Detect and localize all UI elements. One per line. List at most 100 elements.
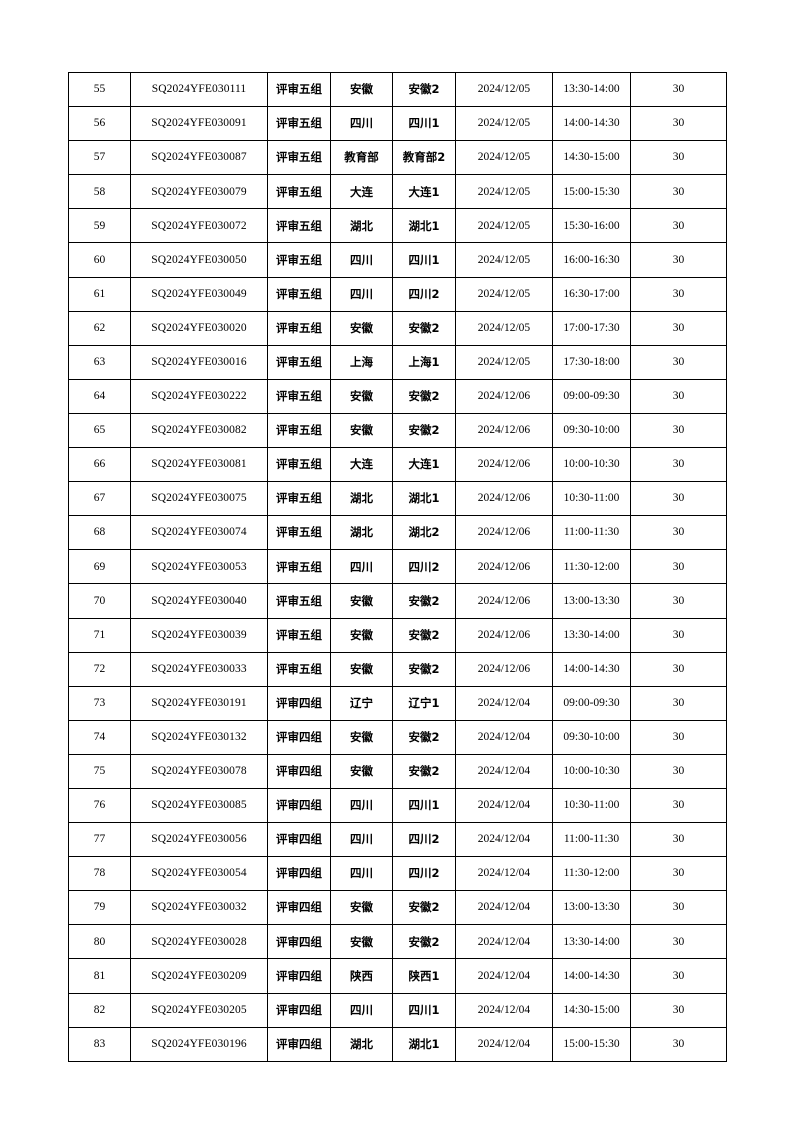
cell-time-slot: 13:00-13:30 xyxy=(552,583,631,619)
cell-review-group: 评审五组 xyxy=(267,583,331,619)
cell-sequence-number: 82 xyxy=(68,992,131,1028)
cell-time-slot: 17:30-18:00 xyxy=(552,344,631,380)
table-row[interactable]: 70 SQ2024YFE030040 评审五组 安徽 安徽2 2024/12/06 13:0… xyxy=(68,583,727,619)
table-row[interactable]: 67 SQ2024YFE030075 评审五组 湖北 湖北1 2024/12/06 10:3… xyxy=(68,481,727,517)
cell-review-group: 评审五组 xyxy=(267,174,331,210)
table-row[interactable]: 57 SQ2024YFE030087 评审五组 教育部 教育部2 2024/12/05 14… xyxy=(68,140,727,176)
cell-sequence-number: 79 xyxy=(68,890,131,926)
cell-date: 2024/12/04 xyxy=(455,822,553,858)
cell-project-code: SQ2024YFE030056 xyxy=(130,822,268,858)
cell-duration-minutes: 30 xyxy=(630,549,727,585)
table-row[interactable]: 62 SQ2024YFE030020 评审五组 安徽 安徽2 2024/12/05 17:0… xyxy=(68,310,727,346)
cell-date: 2024/12/06 xyxy=(455,583,553,619)
table-row[interactable]: 79 SQ2024YFE030032 评审四组 安徽 安徽2 2024/12/04 13:0… xyxy=(68,890,727,926)
table-row[interactable]: 64 SQ2024YFE030222 评审五组 安徽 安徽2 2024/12/06 09:0… xyxy=(68,378,727,414)
table-row[interactable]: 72 SQ2024YFE030033 评审五组 安徽 安徽2 2024/12/06 14:0… xyxy=(68,651,727,687)
table-row[interactable]: 71 SQ2024YFE030039 评审五组 安徽 安徽2 2024/12/06 13:3… xyxy=(68,617,727,653)
cell-time-slot: 16:00-16:30 xyxy=(552,242,631,278)
cell-region: 安徽 xyxy=(330,651,393,687)
cell-project-code: SQ2024YFE030079 xyxy=(130,174,268,210)
cell-sequence-number: 63 xyxy=(68,344,131,380)
cell-room: 四川2 xyxy=(392,856,456,892)
cell-project-code: SQ2024YFE030028 xyxy=(130,924,268,960)
cell-review-group: 评审五组 xyxy=(267,208,331,244)
cell-date: 2024/12/04 xyxy=(455,958,553,994)
cell-project-code: SQ2024YFE030054 xyxy=(130,856,268,892)
table-row[interactable]: 75 SQ2024YFE030078 评审四组 安徽 安徽2 2024/12/04 10:0… xyxy=(68,753,727,789)
table-row[interactable]: 68 SQ2024YFE030074 评审五组 湖北 湖北2 2024/12/06 11:0… xyxy=(68,515,727,551)
table-row[interactable]: 59 SQ2024YFE030072 评审五组 湖北 湖北1 2024/12/05 15:3… xyxy=(68,208,727,244)
cell-project-code: SQ2024YFE030040 xyxy=(130,583,268,619)
cell-review-group: 评审五组 xyxy=(267,378,331,414)
cell-project-code: SQ2024YFE030091 xyxy=(130,106,268,142)
cell-time-slot: 13:30-14:00 xyxy=(552,71,631,108)
cell-date: 2024/12/06 xyxy=(455,651,553,687)
table-row[interactable]: 81 SQ2024YFE030209 评审四组 陕西 陕西1 2024/12/04 14:0… xyxy=(68,958,727,994)
cell-review-group: 评审五组 xyxy=(267,310,331,346)
cell-duration-minutes: 30 xyxy=(630,276,727,312)
cell-sequence-number: 74 xyxy=(68,719,131,755)
cell-room: 四川1 xyxy=(392,242,456,278)
cell-date: 2024/12/04 xyxy=(455,924,553,960)
table-row[interactable]: 73 SQ2024YFE030191 评审四组 辽宁 辽宁1 2024/12/04 09:0… xyxy=(68,685,727,721)
cell-region: 湖北 xyxy=(330,208,393,244)
table-row[interactable]: 83 SQ2024YFE030196 评审四组 湖北 湖北1 2024/12/04 15:0… xyxy=(68,1026,727,1062)
table-row[interactable]: 63 SQ2024YFE030016 评审五组 上海 上海1 2024/12/05 17:3… xyxy=(68,344,727,380)
cell-time-slot: 14:00-14:30 xyxy=(552,106,631,142)
cell-review-group: 评审四组 xyxy=(267,1026,331,1062)
cell-date: 2024/12/04 xyxy=(455,992,553,1028)
cell-duration-minutes: 30 xyxy=(630,310,727,346)
cell-duration-minutes: 30 xyxy=(630,1026,727,1062)
cell-region: 安徽 xyxy=(330,890,393,926)
cell-region: 安徽 xyxy=(330,378,393,414)
cell-region: 湖北 xyxy=(330,515,393,551)
cell-duration-minutes: 30 xyxy=(630,71,727,108)
cell-review-group: 评审四组 xyxy=(267,958,331,994)
cell-review-group: 评审四组 xyxy=(267,822,331,858)
cell-review-group: 评审四组 xyxy=(267,719,331,755)
cell-review-group: 评审五组 xyxy=(267,515,331,551)
cell-region: 安徽 xyxy=(330,583,393,619)
table-row[interactable]: 60 SQ2024YFE030050 评审五组 四川 四川1 2024/12/05 16:0… xyxy=(68,242,727,278)
cell-room: 湖北2 xyxy=(392,515,456,551)
cell-sequence-number: 57 xyxy=(68,140,131,176)
cell-sequence-number: 65 xyxy=(68,412,131,449)
table-row[interactable]: 69 SQ2024YFE030053 评审五组 四川 四川2 2024/12/06 11:3… xyxy=(68,549,727,585)
cell-project-code: SQ2024YFE030082 xyxy=(130,412,268,449)
cell-time-slot: 13:30-14:00 xyxy=(552,924,631,960)
table-row[interactable]: 74 SQ2024YFE030132 评审四组 安徽 安徽2 2024/12/04 09:3… xyxy=(68,719,727,755)
table-row[interactable]: 55 SQ2024YFE030111 评审五组 安徽 安徽2 2024/12/05 13:3… xyxy=(68,71,727,108)
table-row[interactable]: 58 SQ2024YFE030079 评审五组 大连 大连1 2024/12/05 15:0… xyxy=(68,174,727,210)
cell-region: 安徽 xyxy=(330,71,393,108)
cell-room: 四川1 xyxy=(392,787,456,824)
table-row[interactable]: 56 SQ2024YFE030091 评审五组 四川 四川1 2024/12/05 14:0… xyxy=(68,106,727,142)
cell-time-slot: 15:00-15:30 xyxy=(552,1026,631,1062)
cell-region: 四川 xyxy=(330,787,393,824)
cell-duration-minutes: 30 xyxy=(630,515,727,551)
cell-time-slot: 09:30-10:00 xyxy=(552,412,631,449)
cell-date: 2024/12/06 xyxy=(455,515,553,551)
cell-time-slot: 09:30-10:00 xyxy=(552,719,631,755)
table-row[interactable]: 61 SQ2024YFE030049 评审五组 四川 四川2 2024/12/05 16:3… xyxy=(68,276,727,312)
table-row[interactable]: 82 SQ2024YFE030205 评审四组 四川 四川1 2024/12/04 14:3… xyxy=(68,992,727,1028)
cell-project-code: SQ2024YFE030074 xyxy=(130,515,268,551)
cell-project-code: SQ2024YFE030050 xyxy=(130,242,268,278)
cell-sequence-number: 72 xyxy=(68,651,131,687)
cell-review-group: 评审五组 xyxy=(267,549,331,585)
cell-sequence-number: 73 xyxy=(68,685,131,721)
cell-review-group: 评审五组 xyxy=(267,412,331,449)
cell-region: 上海 xyxy=(330,344,393,380)
table-row[interactable]: 78 SQ2024YFE030054 评审四组 四川 四川2 2024/12/04 11:3… xyxy=(68,856,727,892)
table-row[interactable]: 66 SQ2024YFE030081 评审五组 大连 大连1 2024/12/06 10:0… xyxy=(68,447,727,483)
table-row[interactable]: 65 SQ2024YFE030082 评审五组 安徽 安徽2 2024/12/06 09:3… xyxy=(68,412,727,449)
cell-review-group: 评审五组 xyxy=(267,344,331,380)
cell-room: 上海1 xyxy=(392,344,456,380)
cell-sequence-number: 56 xyxy=(68,106,131,142)
cell-date: 2024/12/06 xyxy=(455,412,553,449)
table-row[interactable]: 80 SQ2024YFE030028 评审四组 安徽 安徽2 2024/12/04 13:3… xyxy=(68,924,727,960)
cell-room: 安徽2 xyxy=(392,583,456,619)
cell-room: 安徽2 xyxy=(392,651,456,687)
table-row[interactable]: 77 SQ2024YFE030056 评审四组 四川 四川2 2024/12/04 11:0… xyxy=(68,822,727,858)
cell-project-code: SQ2024YFE030033 xyxy=(130,651,268,687)
table-row[interactable]: 76 SQ2024YFE030085 评审四组 四川 四川1 2024/12/04 10:3… xyxy=(68,787,727,824)
